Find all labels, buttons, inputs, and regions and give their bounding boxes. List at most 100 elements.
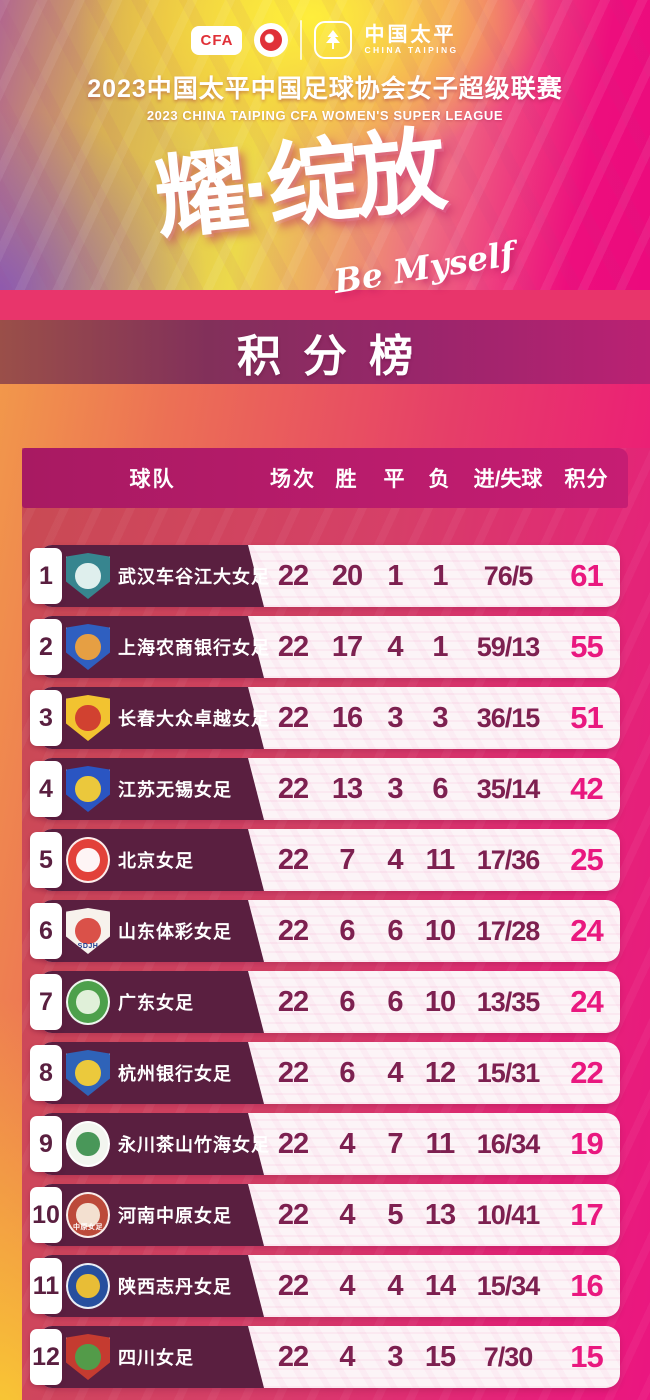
stat-losses: 6 — [432, 772, 448, 805]
team-name: 永川茶山竹海女足 — [118, 1135, 270, 1155]
slogan-cn: 耀·绽放 — [150, 119, 447, 251]
stat-goals: 15/34 — [476, 1270, 541, 1301]
stat-wins: 6 — [339, 914, 355, 947]
row-stats: 22 4 4 14 15/34 16 — [265, 1255, 620, 1317]
header-cell-played: 场次 — [270, 468, 316, 491]
stat-draws: 3 — [387, 772, 403, 805]
stat-draws: 7 — [387, 1127, 403, 1160]
stat-losses: 11 — [425, 1127, 456, 1160]
crest-accent — [75, 704, 101, 732]
china-taiping-wordmark: 中国太平 CHINA TAIPING — [364, 24, 458, 55]
stat-draws: 4 — [387, 843, 403, 876]
rank-badge: 3 — [30, 690, 62, 746]
rank-number: 4 — [39, 774, 53, 803]
team-crest-icon — [66, 1263, 110, 1309]
stat-wins: 4 — [339, 1198, 355, 1231]
rank-number: 1 — [39, 561, 53, 590]
rank-badge: 9 — [30, 1116, 62, 1172]
stat-points: 15 — [570, 1339, 603, 1374]
stat-goals: 15/31 — [476, 1057, 541, 1088]
stat-points: 55 — [570, 629, 603, 664]
stat-goals: 36/15 — [476, 702, 541, 733]
stat-draws: 4 — [387, 1056, 403, 1089]
stat-draws: 4 — [387, 630, 403, 663]
stat-points: 17 — [570, 1197, 603, 1232]
stat-points: 61 — [570, 558, 603, 593]
stat-played: 22 — [277, 1056, 309, 1089]
crest-accent — [76, 847, 100, 873]
row-stats: 22 20 1 1 76/5 61 — [265, 545, 620, 607]
rank-number: 6 — [39, 916, 53, 945]
row-stats: 22 17 4 1 59/13 55 — [265, 616, 620, 678]
crest-accent — [75, 633, 101, 661]
stat-wins: 6 — [339, 1056, 355, 1089]
row-stats: 22 6 6 10 17/28 24 — [265, 900, 620, 962]
stat-points: 19 — [570, 1126, 603, 1161]
stat-draws: 6 — [387, 985, 403, 1018]
taiping-name: 中国太平 — [364, 24, 457, 47]
standings-rows: 1 武汉车谷江大女足 22 20 1 1 76/5 61 2 上海农商银行女足 … — [22, 545, 650, 1388]
team-name: 广东女足 — [118, 993, 194, 1013]
stat-losses: 1 — [432, 559, 448, 592]
crest-accent — [75, 917, 101, 945]
league-title-cn: 2023中国太平中国足球协会女子超级联赛 — [87, 75, 563, 103]
team-name: 上海农商银行女足 — [118, 638, 270, 658]
rank-number: 12 — [32, 1342, 60, 1371]
stat-played: 22 — [277, 1198, 309, 1231]
stat-wins: 4 — [339, 1340, 355, 1373]
row-stats: 22 6 6 10 13/35 24 — [265, 971, 620, 1033]
rank-number: 11 — [32, 1271, 60, 1300]
table-row: 7 广东女足 22 6 6 10 13/35 24 — [30, 971, 620, 1033]
rank-number: 10 — [32, 1200, 60, 1229]
rank-badge: 12 — [30, 1329, 62, 1385]
banner: CFA 中国太平 CHINA TAIPING 2023中国太平中国足球协会女子超… — [0, 0, 650, 301]
stat-played: 22 — [277, 1340, 309, 1373]
team-name: 长春大众卓越女足 — [118, 709, 270, 729]
logo-row: CFA 中国太平 CHINA TAIPING — [0, 0, 650, 60]
team-name: 杭州银行女足 — [118, 1064, 232, 1084]
stat-played: 22 — [277, 843, 309, 876]
rank-badge: 8 — [30, 1045, 62, 1101]
stat-points: 51 — [570, 700, 603, 735]
taiping-subtitle: CHINA TAIPING — [364, 45, 459, 56]
team-crest-icon — [66, 979, 110, 1025]
table-row: 1 武汉车谷江大女足 22 20 1 1 76/5 61 — [30, 545, 620, 607]
cfa-emblem-icon — [254, 23, 289, 57]
stat-losses: 3 — [432, 701, 448, 734]
crest-accent — [75, 562, 101, 590]
rank-badge: 1 — [30, 548, 62, 604]
rank-number: 5 — [39, 845, 53, 874]
stat-draws: 5 — [387, 1198, 403, 1231]
rank-badge: 11 — [30, 1258, 62, 1314]
stat-played: 22 — [277, 1127, 309, 1160]
team-name: 四川女足 — [118, 1348, 194, 1368]
row-stats: 22 16 3 3 36/15 51 — [265, 687, 620, 749]
rank-badge: 2 — [30, 619, 62, 675]
stat-goals: 17/28 — [476, 915, 541, 946]
standings-section: 积分榜 球队 场次 胜 平 负 进/失球 积分 1 武汉车谷江大女足 — [0, 320, 650, 1400]
header-cell-points: 积分 — [564, 468, 609, 491]
stat-goals: 13/35 — [476, 986, 541, 1017]
stat-draws: 4 — [387, 1269, 403, 1302]
rank-badge: 5 — [30, 832, 62, 888]
rank-badge: 4 — [30, 761, 62, 817]
team-crest-icon — [66, 837, 110, 883]
stat-played: 22 — [277, 772, 309, 805]
stat-goals: 17/36 — [476, 844, 541, 875]
slogan-en: Be Myself — [330, 233, 517, 302]
table-row: 3 长春大众卓越女足 22 16 3 3 36/15 51 — [30, 687, 620, 749]
team-name: 武汉车谷江大女足 — [118, 567, 270, 587]
rank-number: 8 — [39, 1058, 53, 1087]
stat-points: 22 — [570, 1055, 603, 1090]
stat-wins: 17 — [331, 630, 363, 663]
row-stats: 22 4 7 11 16/34 19 — [265, 1113, 620, 1175]
crest-accent — [76, 989, 100, 1015]
stat-draws: 6 — [387, 914, 403, 947]
header-cell-goals: 进/失球 — [473, 468, 543, 491]
crest-accent — [76, 1131, 100, 1157]
stat-wins: 6 — [339, 985, 355, 1018]
table-row: 5 北京女足 22 7 4 11 17/36 25 — [30, 829, 620, 891]
stat-played: 22 — [277, 985, 309, 1018]
row-stats: 22 7 4 11 17/36 25 — [265, 829, 620, 891]
